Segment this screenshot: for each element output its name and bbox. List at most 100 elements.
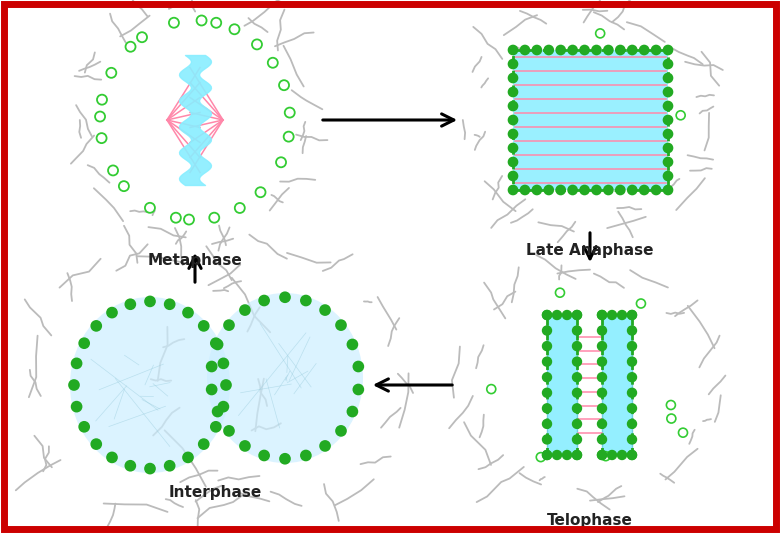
Circle shape [608, 311, 616, 319]
Circle shape [627, 342, 636, 351]
Circle shape [592, 45, 601, 54]
Circle shape [667, 414, 675, 423]
Circle shape [537, 453, 545, 462]
Circle shape [664, 60, 672, 69]
Ellipse shape [207, 293, 363, 463]
Circle shape [119, 181, 129, 191]
Circle shape [666, 400, 675, 409]
Circle shape [543, 342, 551, 351]
Circle shape [532, 185, 541, 195]
Circle shape [184, 215, 194, 224]
Circle shape [597, 435, 607, 444]
Circle shape [320, 305, 330, 315]
Circle shape [597, 326, 607, 335]
Circle shape [209, 213, 219, 223]
Circle shape [165, 299, 175, 309]
Circle shape [604, 45, 613, 54]
Circle shape [280, 454, 290, 464]
Circle shape [627, 326, 636, 335]
Circle shape [597, 311, 607, 319]
Circle shape [597, 311, 607, 319]
Circle shape [211, 422, 221, 432]
Circle shape [573, 419, 582, 429]
Circle shape [72, 358, 82, 368]
Circle shape [218, 402, 229, 411]
Bar [513, 50, 668, 190]
Circle shape [336, 426, 346, 436]
Circle shape [618, 450, 626, 459]
Circle shape [664, 130, 672, 139]
Circle shape [229, 25, 239, 34]
Circle shape [627, 311, 636, 319]
Circle shape [601, 451, 610, 461]
Circle shape [556, 45, 566, 54]
Circle shape [627, 450, 636, 459]
Circle shape [628, 45, 636, 54]
Circle shape [627, 419, 636, 429]
Circle shape [640, 185, 649, 195]
Circle shape [573, 342, 582, 351]
Circle shape [347, 407, 357, 417]
Circle shape [509, 130, 517, 139]
Circle shape [543, 373, 551, 382]
Circle shape [213, 407, 222, 417]
Circle shape [555, 288, 565, 297]
Circle shape [69, 380, 79, 390]
Text: Metaphase: Metaphase [147, 253, 243, 268]
Circle shape [596, 29, 604, 38]
Circle shape [664, 116, 672, 125]
Circle shape [543, 311, 551, 319]
Circle shape [169, 18, 179, 28]
Circle shape [199, 321, 209, 331]
Circle shape [224, 426, 234, 436]
Circle shape [543, 450, 551, 459]
Circle shape [544, 185, 553, 195]
Circle shape [597, 404, 607, 413]
Circle shape [543, 435, 551, 444]
Circle shape [487, 385, 496, 393]
Circle shape [573, 311, 582, 319]
Circle shape [543, 388, 551, 397]
Circle shape [97, 95, 107, 104]
Circle shape [95, 111, 105, 122]
Circle shape [573, 311, 582, 319]
Circle shape [580, 45, 589, 54]
Circle shape [544, 45, 553, 54]
Circle shape [268, 58, 278, 68]
Circle shape [664, 157, 672, 166]
Circle shape [285, 108, 295, 118]
Circle shape [664, 74, 672, 83]
Circle shape [218, 358, 229, 368]
Circle shape [627, 388, 636, 397]
Circle shape [108, 165, 118, 175]
Circle shape [615, 185, 625, 195]
Circle shape [597, 357, 607, 366]
Circle shape [580, 185, 589, 195]
Circle shape [597, 373, 607, 382]
Circle shape [211, 338, 221, 348]
Circle shape [221, 380, 231, 390]
Circle shape [91, 321, 101, 331]
Text: Late Anaphase: Late Anaphase [526, 243, 654, 258]
Circle shape [552, 450, 562, 459]
Circle shape [636, 299, 645, 308]
Circle shape [608, 450, 616, 459]
Circle shape [80, 338, 89, 348]
Circle shape [573, 357, 582, 366]
Circle shape [213, 340, 222, 350]
Circle shape [509, 74, 517, 83]
Circle shape [573, 435, 582, 444]
Circle shape [256, 187, 265, 197]
Circle shape [320, 441, 330, 451]
Circle shape [520, 185, 530, 195]
Circle shape [353, 384, 363, 394]
Circle shape [543, 404, 551, 413]
Circle shape [592, 185, 601, 195]
Circle shape [107, 453, 117, 463]
Circle shape [597, 419, 607, 429]
Circle shape [509, 60, 517, 69]
Circle shape [347, 340, 357, 350]
Circle shape [562, 311, 572, 319]
Circle shape [509, 87, 517, 96]
Text: Telophase: Telophase [547, 513, 633, 528]
